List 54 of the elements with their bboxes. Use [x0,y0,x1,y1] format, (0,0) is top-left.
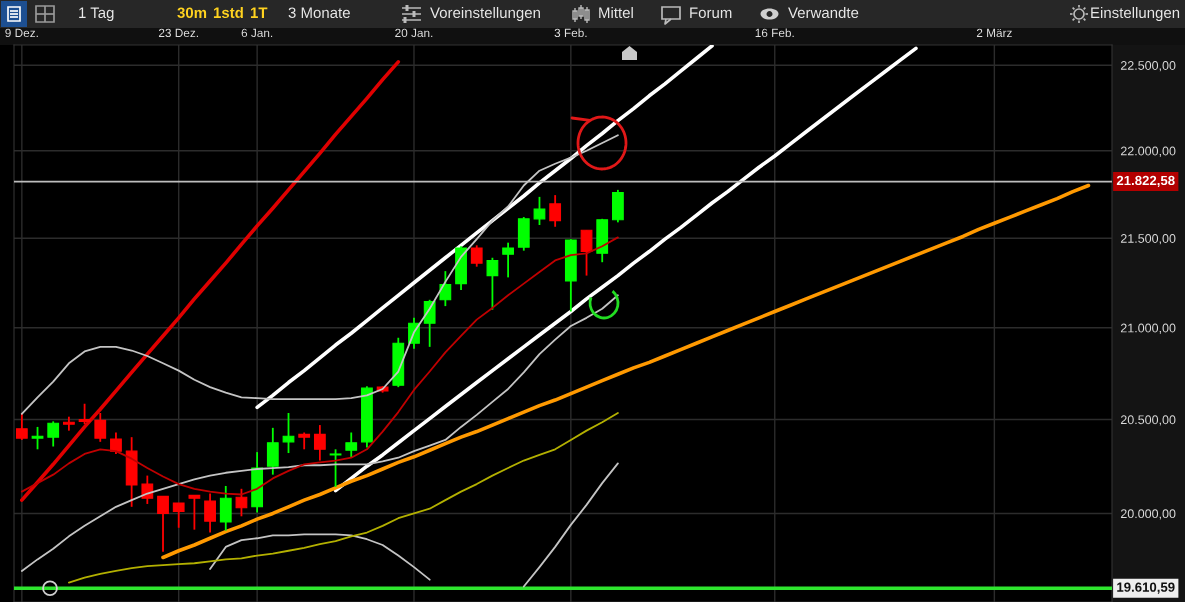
y-tick-label: 21.500,00 [1120,234,1176,245]
candlestick [549,194,562,228]
candlestick [31,426,44,451]
y-tick-label: 22.500,00 [1120,61,1176,72]
candlestick [188,494,201,531]
candlestick [110,431,122,455]
text: 1 Tag [79,7,114,21]
text: 1std [213,7,243,19]
candlestick [313,424,326,462]
x-tick-label: 2 März [976,28,1012,38]
candlestick [47,420,60,448]
text: Forum [690,7,732,19]
line-series [67,412,619,584]
candlestick [580,229,593,277]
candlestick [329,448,342,488]
ref-line-label: 19.610,59 [1117,582,1175,594]
x-tick-label: 20 Jan. [395,28,433,38]
candlestick [157,495,169,553]
x-tick-label: 23 Dez. [158,28,198,38]
text: 1T [250,7,268,18]
line-series [255,45,714,410]
y-tick-label: 20.500,00 [1120,415,1176,426]
line-series [20,60,401,502]
text: 30m [177,7,207,19]
candlestick [502,241,514,279]
candlestick [204,492,216,534]
candlestick [235,487,248,518]
candlestick [219,485,232,532]
candlestick [533,195,546,226]
line-series [20,294,619,572]
candlestick [94,412,107,443]
text: 3 Monate [288,7,350,19]
x-tick-label: 6 Jan. [241,28,273,38]
text: Einstellungen [1091,7,1180,21]
line-series [333,46,918,493]
x-tick-label: 3 Feb. [554,28,587,38]
x-tick-label: 9 Dez. [5,28,38,38]
candlestick [439,270,452,308]
text: Verwandte [788,7,859,19]
candlestick [15,412,28,441]
candlestick [345,431,358,459]
text: Mittel [599,7,633,19]
candlestick [486,256,499,311]
y-tick-label: 22.000,00 [1120,146,1176,157]
x-tick-label: 16 Feb. [755,28,794,38]
candlestick [266,426,279,476]
line-series [161,183,1091,560]
text: Voreinstellungen [430,7,540,21]
y-tick-label: 21.000,00 [1120,323,1176,334]
ref-line-label: 21.822,58 [1116,175,1175,188]
candlestick [470,244,483,268]
candlestick [172,502,185,529]
candlestick [78,402,91,426]
y-tick-label: 20.000,00 [1120,509,1176,520]
